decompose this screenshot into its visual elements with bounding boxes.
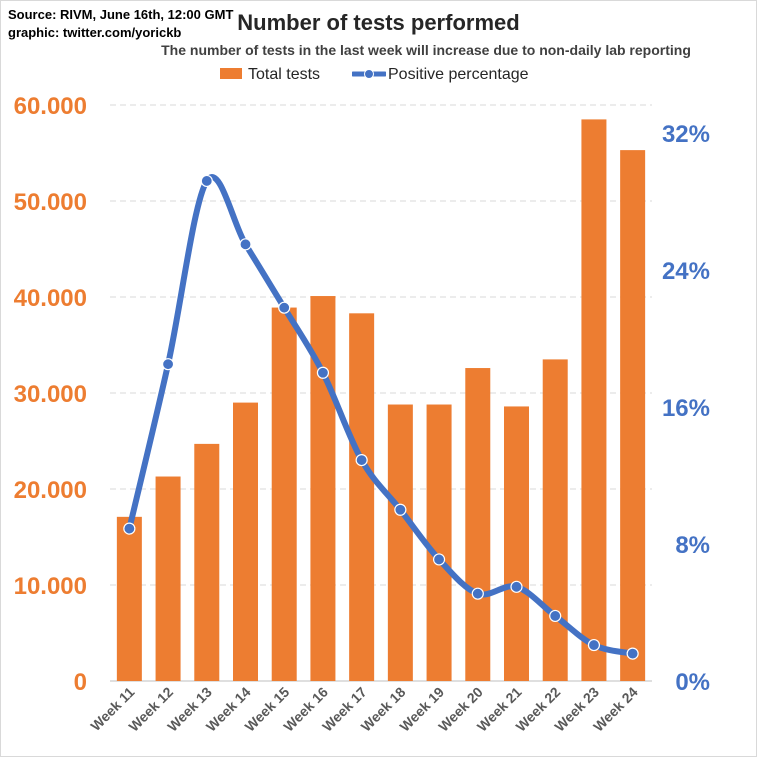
left-axis-tick-label: 30.000 bbox=[14, 381, 87, 408]
point-positive-percentage bbox=[239, 238, 252, 251]
right-axis-tick-label: 32% bbox=[662, 121, 710, 148]
point-positive-percentage bbox=[394, 503, 407, 516]
source-text: Source: RIVM, June 16th, 12:00 GMT bbox=[8, 7, 234, 22]
bar-total-tests bbox=[349, 313, 375, 681]
point-positive-percentage bbox=[626, 647, 639, 660]
point-positive-percentage bbox=[549, 609, 562, 623]
left-axis-tick-label: 40.000 bbox=[14, 285, 87, 312]
left-axis-tick-label: 0 bbox=[74, 669, 87, 696]
right-axis-tick-label: 24% bbox=[662, 258, 710, 285]
point-positive-percentage bbox=[161, 358, 175, 371]
point-positive-percentage bbox=[200, 174, 213, 188]
left-axis-tick-label: 50.000 bbox=[14, 189, 87, 216]
legend-item-positive-percentage: Positive percentage bbox=[352, 66, 529, 84]
bar-total-tests bbox=[542, 359, 568, 681]
point-positive-percentage bbox=[432, 553, 446, 566]
point-positive-percentage bbox=[510, 580, 523, 593]
legend-label-total-tests: Total tests bbox=[248, 66, 321, 83]
chart-title: Number of tests performed bbox=[237, 10, 520, 35]
bar-total-tests bbox=[233, 402, 258, 681]
bar-total-tests bbox=[465, 368, 491, 681]
left-axis-tick-label: 60.000 bbox=[14, 93, 87, 120]
bar-total-tests bbox=[387, 404, 413, 681]
point-positive-percentage bbox=[316, 366, 330, 379]
right-axis-tick-label: 0% bbox=[675, 669, 710, 696]
bar-total-tests bbox=[504, 406, 529, 681]
legend-bar-swatch bbox=[220, 68, 242, 80]
right-axis-tick-label: 8% bbox=[675, 532, 710, 559]
right-axis-tick-label: 16% bbox=[662, 395, 710, 422]
left-axis-tick-label: 20.000 bbox=[14, 477, 87, 504]
bar-total-tests bbox=[581, 119, 607, 681]
point-positive-percentage bbox=[278, 301, 291, 314]
bar-total-tests bbox=[194, 443, 220, 681]
bar-total-tests bbox=[155, 476, 181, 681]
point-positive-percentage bbox=[123, 522, 136, 535]
legend-label-positive-percentage: Positive percentage bbox=[388, 66, 529, 83]
bar-total-tests bbox=[426, 404, 452, 681]
bar-total-tests bbox=[116, 516, 142, 681]
point-positive-percentage bbox=[355, 453, 368, 467]
legend-item-total-tests: Total tests bbox=[220, 66, 320, 84]
chart-subtitle: The number of tests in the last week wil… bbox=[161, 42, 691, 58]
point-positive-percentage bbox=[471, 587, 484, 600]
bar-total-tests bbox=[620, 150, 646, 681]
line-positive-percentage bbox=[126, 174, 636, 657]
legend-line-swatch bbox=[352, 68, 386, 79]
point-positive-percentage bbox=[587, 638, 601, 652]
left-axis-tick-label: 10.000 bbox=[14, 573, 87, 600]
bar-total-tests bbox=[271, 307, 297, 681]
credit-text: graphic: twitter.com/yorickb bbox=[8, 25, 182, 40]
